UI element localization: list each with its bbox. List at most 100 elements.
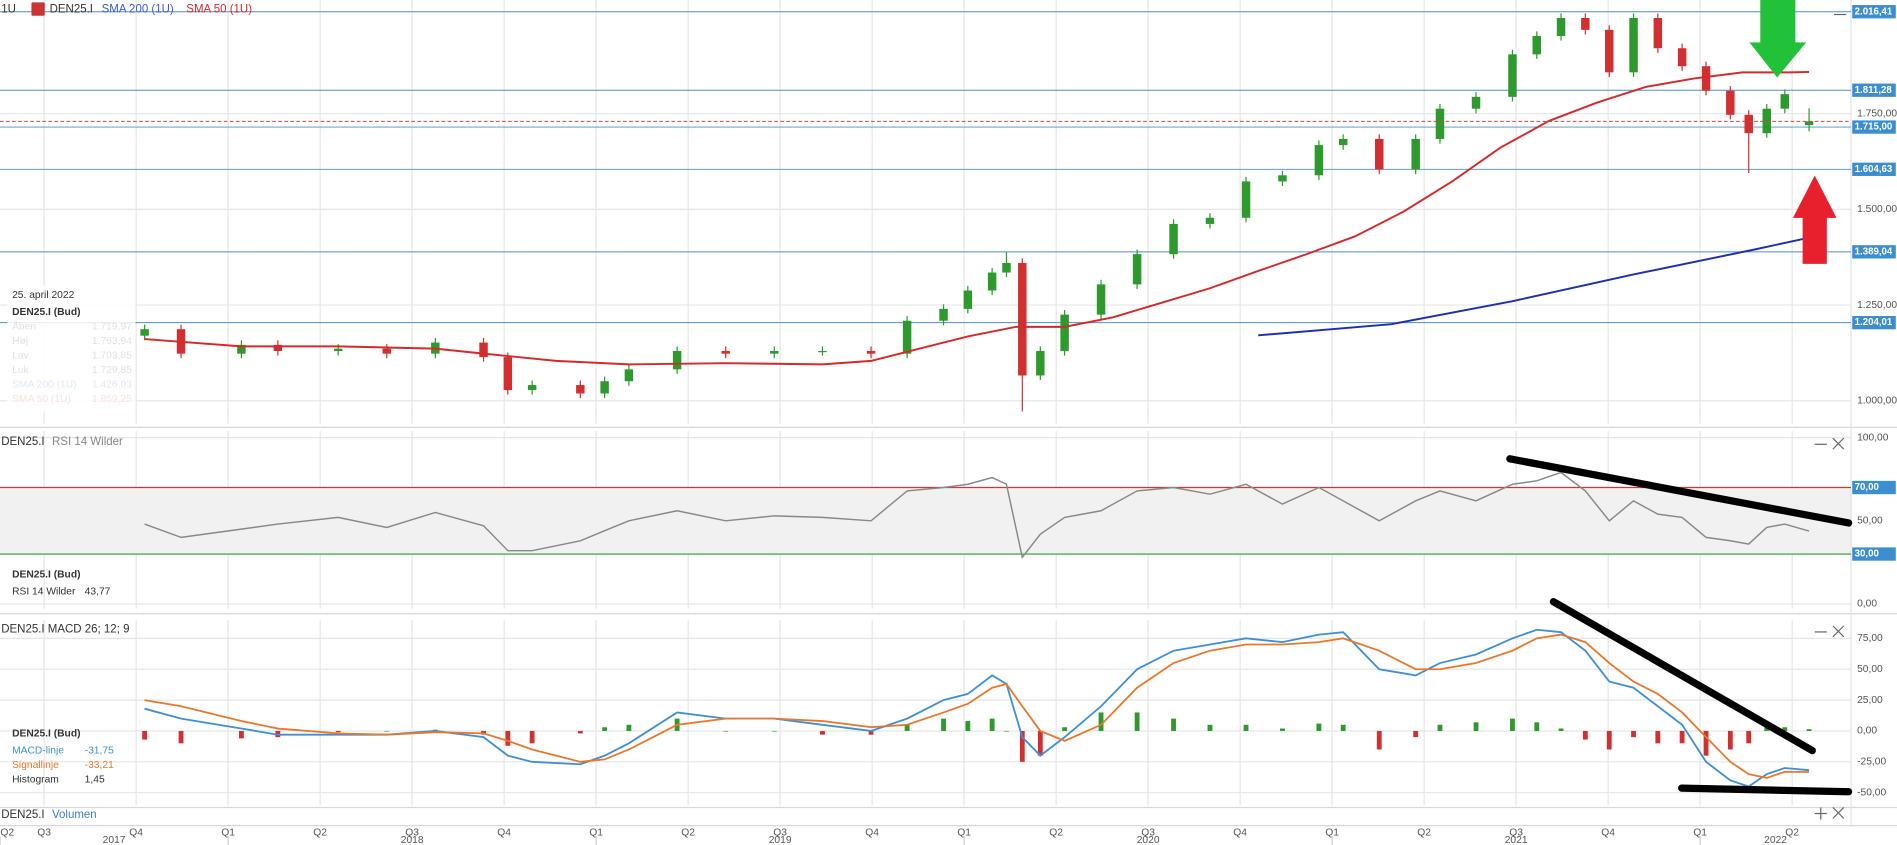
close-icon[interactable] [1832,625,1845,638]
candle-body [1060,314,1069,351]
x-tick-label: Q4 [497,828,511,839]
candle-body [237,344,246,354]
histogram-bar [1727,730,1733,750]
candle-body [818,350,827,353]
y-tick-label: 50,00 [1857,516,1883,527]
candle-body [1435,108,1445,139]
candle-body [866,350,876,354]
candle-body [1205,217,1215,224]
histogram-bar [1534,722,1540,731]
rsi-line [144,471,1810,560]
candle-body [1744,114,1753,134]
candle-body [1241,181,1251,218]
histogram-bar [142,730,148,740]
info-title: DEN25.I (Bud) [12,570,80,581]
histogram-bar [1098,712,1104,731]
histogram-bar [1376,730,1382,750]
candle-body [1581,17,1590,30]
histogram-bar [1746,730,1752,744]
candle-body [1018,262,1027,376]
candle-body [721,350,730,354]
histogram-bar [965,721,971,731]
info-value: -31,75 [85,745,114,756]
candle-body [1338,138,1348,146]
level-label: 1.811,28 [1855,85,1893,96]
level-label-box [1852,120,1896,134]
histogram-bar [1171,718,1176,731]
down-arrow [1749,0,1807,78]
level-label-box [1852,162,1896,176]
y-tick-label: 1.750,00 [1857,108,1897,119]
candle-body [1314,145,1324,176]
level-label-box [1852,83,1896,97]
histogram-bar [1316,723,1322,731]
candle-body [1132,254,1142,285]
panel-symbol: DEN25.I [1,809,44,821]
histogram-bar [1679,730,1685,744]
level-label: 1.389,04 [1855,246,1893,257]
close-icon[interactable] [1832,437,1845,450]
trend-line [1549,598,1816,755]
candle-body [1629,17,1638,73]
histogram-bar [771,730,777,732]
x-tick-label: Q1 [1325,828,1339,839]
marks [0,11,1852,788]
candle-body [1471,96,1481,109]
trend-line [1506,455,1853,527]
histogram-bar [1062,727,1068,731]
histogram-bar [1437,724,1443,731]
x-tick-label: Q3 [773,828,787,839]
histogram-bar [868,730,874,735]
year-label: 2021 [1505,835,1528,845]
year-label: 2020 [1137,835,1160,845]
x-tick-label: Q1 [589,828,603,839]
rsi-band [0,487,1852,555]
panel-title: DEN25.I MACD 26; 12; 9 [1,624,129,636]
candle-body [273,344,283,351]
histogram-bar [941,718,946,731]
candle-body [1701,66,1711,91]
close-icon[interactable] [1832,807,1845,819]
year-label: 2017 [103,835,126,845]
candle-body [1002,262,1011,273]
candle-body [1169,223,1178,255]
y-tick-label: 25,00 [1857,695,1883,706]
x-tick-label: Q2 [1049,828,1063,839]
histogram-bar [238,730,244,739]
info-label: Histogram [12,774,59,785]
y-tick-label: 100,00 [1857,432,1889,443]
histogram-bar [1340,724,1346,731]
histogram-bar [1782,727,1788,731]
level-label: 1.715,00 [1855,122,1893,133]
candle-body [479,342,488,358]
level-label: 70,00 [1855,482,1879,493]
instrument-icon [31,2,45,16]
info-date: 25. april 2022 [12,290,74,301]
candle-body [140,329,149,336]
y-tick-label: 50,00 [1857,664,1883,675]
x-tick-label: Q2 [0,828,14,839]
candle-body [624,369,634,382]
histogram-bar [1510,718,1515,731]
x-tick-label: Q1 [1693,828,1707,839]
candle-body [963,290,973,309]
histogram-bar [602,727,608,731]
sma-line [1258,236,1810,337]
panel-symbol: DEN25.I [1,436,44,448]
panel-controls[interactable] [1814,13,1847,820]
up-arrow [1792,175,1837,264]
candle-body [1096,284,1106,315]
x-tick-label: Q3 [405,828,419,839]
y-tick-label: 75,00 [1857,633,1883,644]
histogram-bar [529,730,535,744]
year-label: 2018 [401,835,424,845]
x-tick-label: Q1 [221,828,235,839]
x-tick-label: Q4 [865,828,879,839]
histogram-bar [904,724,910,731]
candle-body [1278,175,1287,182]
level-label: 30,00 [1855,549,1879,560]
candle-body [527,385,537,391]
sma-line [144,70,1810,366]
x-tick-label: Q4 [1601,828,1615,839]
